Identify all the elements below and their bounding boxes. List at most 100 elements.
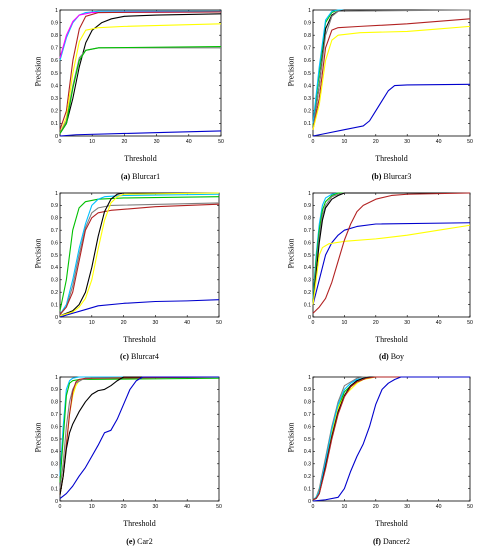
series-line-6 [312,224,471,305]
x-tick-label: 50 [218,139,224,145]
y-axis-label: Precision [286,422,296,453]
y-tick-label: 0.3 [304,462,311,468]
y-tick-label: 0.8 [51,33,58,39]
y-tick-label: 0.3 [51,278,58,284]
y-axis-label: Precision [33,56,43,87]
y-tick-label: 0.8 [51,216,58,222]
x-tick-label: 20 [373,504,379,510]
y-tick-label: 0.8 [304,216,311,222]
panel-caption: (d) Boy [293,352,481,361]
x-tick-label: 40 [436,504,442,510]
y-tick-label: 0.2 [304,474,311,480]
x-axis-label: Threshold [123,335,156,344]
y-tick-label: 0.6 [304,58,311,64]
x-tick-label: 0 [59,504,62,510]
chart-svg: 00.10.20.30.40.50.60.70.80.910 10 20 30 40 50 [51,375,222,510]
x-axis-label: Threshold [124,154,157,163]
y-tick-label: 0 [55,499,58,505]
y-tick-label: 0.7 [51,228,58,234]
series-line-6 [59,376,219,495]
chart-svg: 00.10.20.30.40.50.60.70.80.910 10 20 30 40 50 [51,191,222,326]
y-tick-label: 0.9 [304,203,311,209]
y-tick-label: 0.9 [51,387,58,393]
chart-panel-2: 0 0.1 0.2 0.3 0.4 0.5 0.6 0.7 0.8 0.9 1 0 10 20 30 40 50… [250,0,481,184]
y-tick-label: 0.5 [304,437,311,443]
x-tick-label: 50 [467,504,473,510]
panel-label: (f) [372,537,381,546]
x-tick-label: 20 [373,320,379,326]
series-line-5 [312,18,471,130]
y-tick-label: 0.3 [51,462,58,468]
x-tick-label: 30 [404,139,410,145]
y-tick-label: 0.2 [304,109,311,115]
y-tick-label: 0.4 [304,449,311,455]
chart-svg: 00.10.20.30.40.50.60.70.80.910 10 20 30 40 50 [51,8,224,145]
y-tick-label: 0.4 [304,83,311,89]
x-tick-label: 40 [184,504,190,510]
y-tick-label: 0.6 [51,240,58,246]
y-tick-label: 0.4 [304,265,311,271]
x-tick-label: 20 [121,320,127,326]
x-tick-label: 20 [121,504,127,510]
series-line-7 [59,376,219,499]
series-line-7 [312,192,471,314]
panel-label: (c) [120,352,129,361]
x-axis-label: Threshold [375,335,408,344]
panel-caption: (c) Blurcar4 [40,352,239,361]
y-tick-label: 0.1 [304,121,311,127]
x-tick-label: 0 [312,504,315,510]
plot-frame [59,376,220,502]
series-line-2 [312,192,470,303]
series-line-6 [312,25,471,130]
panel-caption: (b) Blurcar3 [293,172,481,181]
x-tick-label: 30 [404,320,410,326]
x-tick-label: 30 [404,504,410,510]
y-tick-label: 1 [55,375,58,381]
panel-label: (a) [120,172,131,181]
y-tick-label: 0.6 [304,240,311,246]
x-tick-label: 30 [153,320,159,326]
x-tick-label: 50 [467,139,473,145]
series-line-5 [59,192,219,317]
y-tick-label: 0 [308,315,311,321]
x-axis-label: Threshold [375,154,408,163]
chart-panel-5: 0 0.1 0.2 0.3 0.4 0.5 0.6 0.7 0.8 0.9 1 0 10 20 30 40 50… [0,370,231,549]
y-tick-label: 0 [55,315,58,321]
y-tick-label: 1 [308,191,311,197]
series-line-6 [312,376,470,501]
chart-svg: 00.10.20.30.40.50.60.70.80.910 10 20 30 40 50 [304,191,473,326]
x-axis-label: Threshold [123,519,156,528]
chart-svg: 00.10.20.30.40.50.60.70.80.910 10 20 30 40 50 [304,8,473,145]
y-tick-label: 0.2 [51,290,58,296]
series-line-3 [59,202,220,315]
y-tick-label: 0 [308,499,311,505]
y-tick-label: 0.6 [304,424,311,430]
chart-panel-3: 0 0.1 0.2 0.3 0.4 0.5 0.6 0.7 0.8 0.9 1 0 10 20 30 40 50… [0,185,231,364]
x-tick-label: 30 [154,139,160,145]
x-tick-label: 20 [373,139,379,145]
y-tick-label: 0.5 [304,253,311,259]
panel-caption: (e) Car2 [40,537,239,546]
chart-panel-6: 0 0.1 0.2 0.3 0.4 0.5 0.6 0.7 0.8 0.9 1 0 10 20 30 40 50… [250,370,481,549]
x-tick-label: 50 [216,504,222,510]
series-line-7 [59,45,222,134]
plot-frame [59,192,220,318]
panel-title: Car2 [137,537,153,546]
y-tick-label: 0.2 [51,474,58,480]
x-tick-label: 10 [89,504,95,510]
panel-title: Blurcar3 [383,172,412,181]
y-tick-label: 0.9 [51,20,58,26]
x-tick-label: 20 [122,139,128,145]
y-tick-label: 0.5 [51,253,58,259]
x-tick-label: 40 [436,139,442,145]
chart-svg: 00.10.20.30.40.50.60.70.80.910 10 20 30 40 50 [304,375,473,510]
x-tick-label: 10 [342,320,348,326]
y-tick-label: 0.5 [51,437,58,443]
chart-panel-4: 0 0.1 0.2 0.3 0.4 0.5 0.6 0.7 0.8 0.9 1 0 10 20 30 40 50… [250,185,481,364]
x-tick-label: 10 [89,139,95,145]
y-tick-label: 0.7 [304,412,311,418]
y-tick-label: 0.3 [304,278,311,284]
series-line-4 [59,203,220,315]
x-tick-label: 0 [312,139,315,145]
y-tick-label: 0.9 [304,20,311,26]
